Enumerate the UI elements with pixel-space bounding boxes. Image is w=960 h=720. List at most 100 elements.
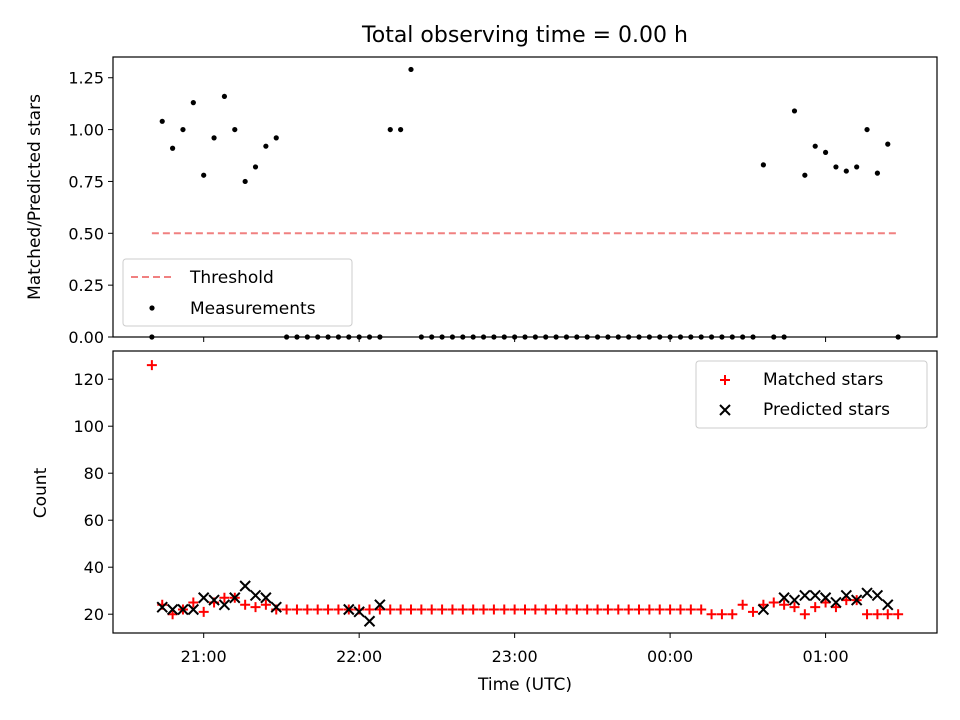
measurement-point [874,170,881,176]
matched-star-marker [799,609,810,620]
matched-star-marker [312,604,323,615]
measurement-point [221,93,228,100]
measurement-point [190,100,196,106]
matched-star-marker [727,609,738,620]
measurement-point [760,162,766,168]
matched-star-marker [675,604,686,615]
predicted-star-marker [208,594,220,606]
predicted-star-marker [819,592,832,604]
matched-star-marker [872,609,883,620]
ratio-legend: Threshold Measurements [122,258,353,327]
matched-star-marker [551,604,562,615]
measurement-point [885,141,891,147]
matched-star-marker [665,604,676,615]
matched-star-marker [333,604,344,615]
measurement-point [387,126,393,133]
legend-measurements-label: Measurements [190,299,316,319]
matched-star-marker [862,609,873,620]
measurement-point [398,126,404,133]
measurement-point [201,172,207,178]
predicted-star-marker [363,615,376,627]
legend-predicted-swatch [719,404,731,416]
matched-star-marker [385,604,396,615]
predicted-star-marker [229,592,241,604]
axes-frame [112,350,938,634]
matched-star-marker [478,604,489,615]
matched-star-marker [488,604,499,615]
matched-star-marker [602,604,613,615]
y-tick-label: 80 [84,464,104,483]
matched-star-marker [696,604,707,615]
matched-star-marker [499,604,510,615]
matched-star-marker [768,597,779,608]
x-tick-label: 23:00 [492,647,538,666]
matched-star-marker [893,609,904,620]
measurement-point [864,126,870,133]
y-tick-label: 1.25 [68,69,104,88]
predicted-star-marker [270,601,282,613]
matched-star-marker [810,602,821,613]
matched-star-marker [260,599,271,610]
matched-star-marker [198,606,209,617]
y-tick-label: 0.75 [68,172,104,191]
ratio-axes: 0.00 0.25 0.50 0.75 1.00 1.25 [68,56,938,347]
predicted-star-marker [187,603,200,616]
legend-matched-swatch [720,375,730,385]
matched-star-marker [654,604,665,615]
predicted-star-marker [778,592,790,604]
y-tick-label: 0.50 [68,224,104,243]
matched-star-marker [748,606,759,617]
matched-star-marker [530,604,541,615]
y-tick-label: 0.00 [68,328,104,347]
predicted-star-marker [861,587,873,599]
count-axes: 20 40 60 80 100 120 21:00 22:00 23:00 00:00 01:00 [73,350,938,666]
matched-star-marker [509,604,520,615]
matched-star-marker [447,604,458,615]
matched-star-marker [644,604,655,615]
measurement-point [211,135,217,141]
predicted-star-marker [177,603,189,616]
measurement-point [791,108,798,114]
predicted-star-marker [166,603,179,616]
predicted-star-marker [249,589,262,602]
matched-star-marker [540,604,551,615]
predicted-star-marker [260,592,272,604]
measurement-point [252,164,259,170]
measurement-point [802,172,808,178]
count-marks [146,360,904,627]
matched-star-marker [737,599,748,610]
matched-star-marker [291,604,302,615]
matched-star-marker [219,592,230,603]
predicted-star-marker [809,589,821,602]
predicted-star-marker [788,594,801,606]
matched-star-marker [437,604,448,615]
predicted-star-marker [353,606,365,618]
count-y-axis-label: Count [31,467,51,518]
measurement-point [273,135,279,141]
matched-star-marker [250,602,261,613]
axes-frame [112,56,938,338]
predicted-star-marker [757,603,770,616]
y-tick-label: 60 [84,511,104,530]
legend-predicted-label: Predicted stars [763,400,890,420]
legend-threshold-label: Threshold [189,268,274,288]
measurement-point [232,126,238,133]
matched-star-marker [426,604,437,615]
matched-star-marker [364,604,375,615]
matched-star-marker [302,604,313,615]
measurement-point [822,149,829,156]
ratio-panel: 0.00 0.25 0.50 0.75 1.00 1.25 Matched/Predict… [25,56,938,347]
matched-star-marker [457,604,468,615]
matched-star-marker [582,604,593,615]
x-tick-label: 01:00 [803,647,849,666]
predicted-star-marker [343,603,355,616]
matched-star-marker [395,604,406,615]
measurement-point [812,143,818,149]
y-tick-label: 120 [73,370,104,389]
y-tick-label: 100 [73,417,104,436]
predicted-star-marker [871,589,884,602]
matched-star-marker [882,609,893,620]
matched-star-marker [520,604,530,615]
matched-star-marker [405,604,416,615]
